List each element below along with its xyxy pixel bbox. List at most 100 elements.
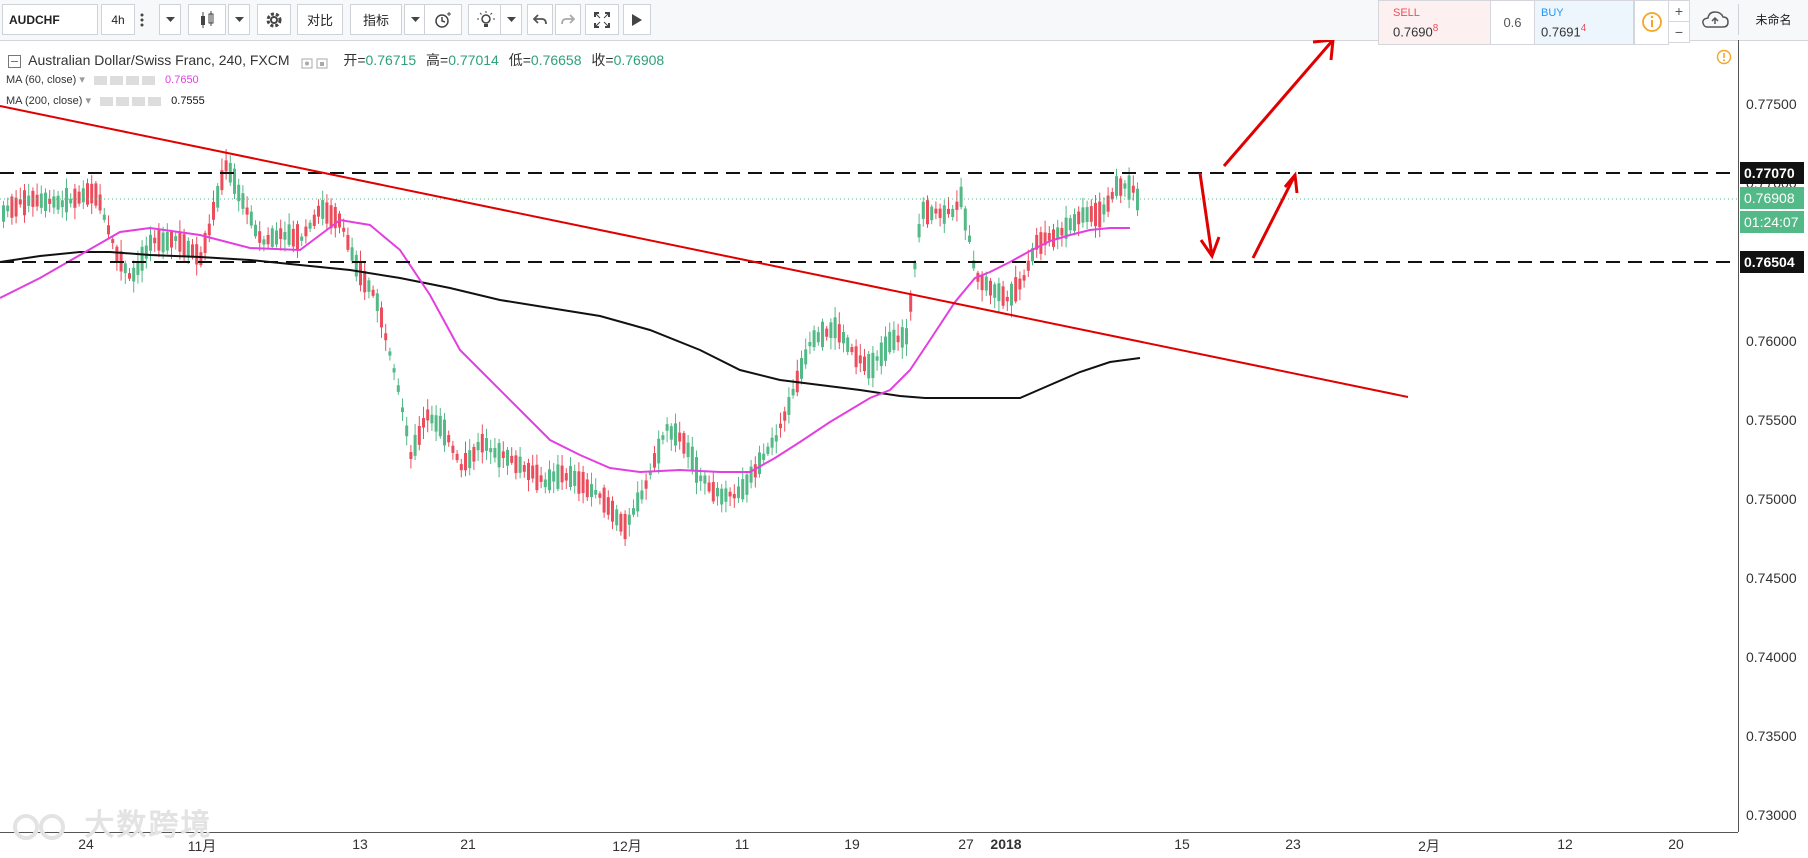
high-value: 0.77014	[448, 52, 499, 68]
candle-body	[262, 239, 266, 245]
ma200-settings-icons[interactable]	[100, 96, 162, 107]
buy-label: BUY	[1541, 7, 1564, 19]
candle-body	[506, 449, 509, 466]
ma200-legend[interactable]: MA (200, close) ▾ 0.7555	[6, 94, 205, 107]
ma60-legend[interactable]: MA (60, close) ▾ 0.7650	[6, 73, 199, 86]
bulb-icon[interactable]	[468, 4, 504, 35]
symbol-input[interactable]: AUDCHF	[2, 4, 98, 35]
interval-dropdown-caret[interactable]	[159, 4, 181, 35]
indicators-label: 指标	[362, 13, 389, 28]
sell-button[interactable]: SELL 0.76908	[1378, 0, 1491, 45]
ma60-settings-icons[interactable]	[93, 75, 156, 86]
candle-body	[837, 324, 841, 343]
collapse-legend-icon[interactable]	[8, 54, 21, 68]
alert-clock-icon[interactable]	[424, 4, 462, 35]
candle-body	[199, 252, 203, 266]
candle-body	[266, 234, 270, 245]
candle-body	[367, 280, 371, 292]
candle-body	[1081, 207, 1085, 223]
breakout-arrow[interactable]	[1222, 40, 1335, 167]
candle-body	[1119, 178, 1123, 196]
candle-body	[535, 464, 539, 491]
price-tick-label: 0.74000	[1746, 649, 1797, 665]
price-chart-canvas[interactable]	[0, 40, 1738, 832]
candle-body	[417, 426, 421, 445]
candle-body	[1047, 233, 1051, 241]
indicators-button[interactable]: 指标	[350, 4, 402, 35]
more-vertical-icon[interactable]	[137, 4, 147, 35]
time-tick-label: 13	[352, 836, 368, 852]
forecast-arrows[interactable]	[1198, 40, 1335, 260]
candle-body	[854, 346, 858, 368]
bulb-dropdown-caret[interactable]	[500, 4, 522, 35]
candle-body	[669, 426, 673, 440]
candle-body	[1060, 227, 1064, 236]
candle-body	[451, 445, 455, 453]
trade-minus-button[interactable]: −	[1668, 21, 1690, 43]
main-legend: Australian Dollar/Swiss Franc, 240, FXCM…	[8, 50, 664, 70]
candle-body	[157, 230, 161, 251]
trade-plus-button[interactable]: +	[1668, 0, 1690, 22]
candle-body	[884, 336, 887, 361]
trade-info-icon[interactable]	[1634, 0, 1669, 45]
candle-body	[1026, 260, 1030, 271]
rebound-arrowhead	[1283, 171, 1299, 194]
candle-body	[77, 191, 81, 204]
ma60-caret: ▾	[79, 74, 85, 86]
fullscreen-icon[interactable]	[585, 4, 619, 35]
price-axis[interactable]	[1738, 40, 1808, 832]
candle-body	[6, 205, 10, 212]
gear-icon[interactable]	[257, 4, 291, 35]
candle-body	[951, 208, 955, 218]
candle-body	[107, 225, 110, 235]
undo-icon[interactable]	[527, 4, 553, 35]
compare-button[interactable]: 对比	[297, 4, 343, 35]
legend-settings-icons[interactable]	[301, 56, 331, 69]
candle-body	[879, 342, 883, 367]
layout-name-button[interactable]: 未命名	[1738, 4, 1808, 35]
pullback-arrow[interactable]	[1198, 172, 1214, 257]
candle-body	[283, 231, 287, 240]
candle-body	[850, 347, 854, 353]
watermark-logo: 大数跨境	[12, 800, 212, 844]
candle-body	[1089, 206, 1093, 222]
chart-warning-icon[interactable]	[1716, 49, 1732, 70]
candle-body	[833, 317, 837, 339]
time-tick-label: 24	[78, 836, 94, 852]
redo-icon[interactable]	[555, 4, 581, 35]
buy-button[interactable]: BUY 0.76914	[1534, 0, 1634, 45]
ma60-value: 0.7650	[165, 74, 199, 86]
candle-body	[972, 260, 976, 269]
close-value: 0.76908	[613, 52, 665, 68]
cloud-save-icon[interactable]	[1692, 4, 1738, 35]
candle-body	[821, 321, 824, 348]
candle-body	[632, 508, 635, 515]
candle-body	[783, 411, 787, 421]
trend-line[interactable]	[0, 105, 1409, 398]
candle-body	[384, 333, 388, 341]
candles-icon[interactable]	[188, 4, 226, 35]
candle-body	[800, 357, 803, 379]
candle-body	[753, 464, 757, 478]
time-axis[interactable]	[0, 832, 1738, 858]
candle-body	[594, 489, 598, 495]
price-tick-label: 0.76000	[1746, 333, 1797, 349]
breakout-arrowhead	[1312, 40, 1335, 61]
chart-type-dropdown-caret[interactable]	[228, 4, 250, 35]
candle-body	[812, 330, 816, 348]
candle-body	[14, 197, 18, 217]
ma200-caret: ▾	[85, 95, 92, 107]
candle-body	[270, 228, 274, 247]
sell-price: 0.76908	[1393, 23, 1438, 39]
candle-body	[984, 276, 988, 291]
candle-body	[682, 433, 686, 454]
interval-button[interactable]: 4h	[101, 4, 135, 35]
rebound-arrow[interactable]	[1251, 174, 1297, 259]
candle-body	[846, 337, 850, 352]
time-tick-label: 2月	[1418, 838, 1440, 854]
bar-countdown-tag: 01:24:07	[1740, 211, 1804, 233]
indicators-dropdown-caret[interactable]	[404, 4, 426, 35]
candle-body	[1085, 207, 1089, 222]
replay-play-icon[interactable]	[623, 4, 651, 35]
candle-body	[489, 448, 493, 453]
